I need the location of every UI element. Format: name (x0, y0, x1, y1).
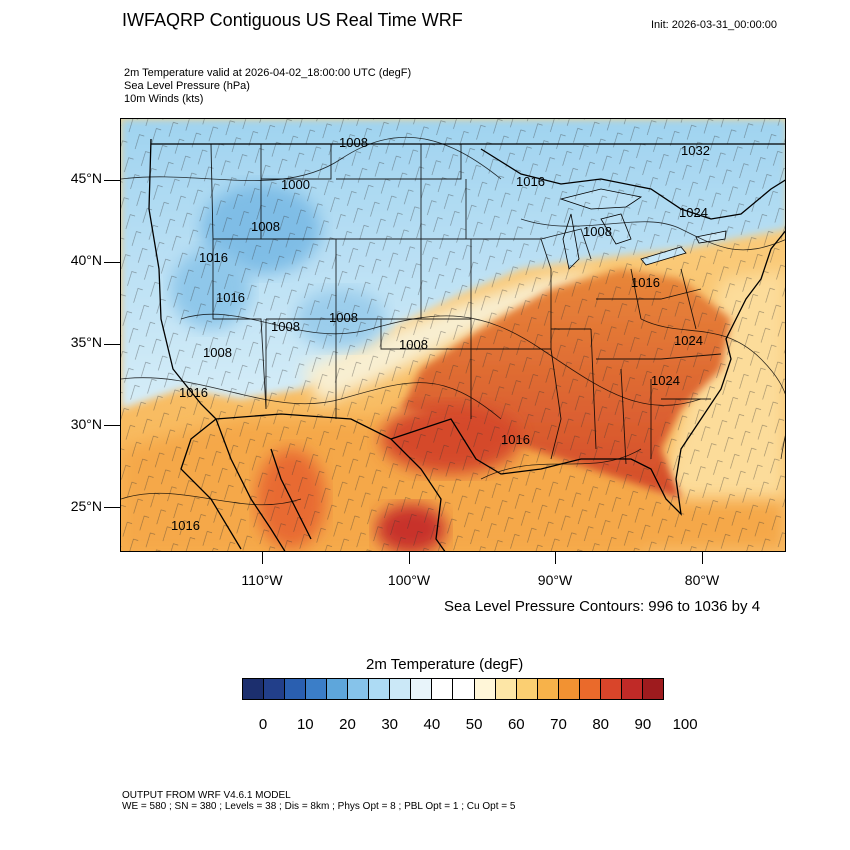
slp-contour-label: 1008 (251, 219, 280, 234)
lon-label-90w: 90°W (537, 572, 573, 588)
colorbar-segment (411, 679, 433, 699)
colorbar-tick-label: 30 (381, 716, 399, 733)
lat-tick (104, 425, 120, 426)
colorbar-tick-label: 80 (592, 716, 610, 733)
coastlines (148, 138, 785, 551)
lat-tick (104, 180, 120, 181)
subtitle-winds: 10m Winds (kts) (124, 93, 204, 105)
colorbar-segment (348, 679, 370, 699)
colorbar-tick-label: 50 (465, 716, 483, 733)
lon-label-100w: 100°W (387, 572, 431, 588)
colorbar-tick-label: 20 (339, 716, 356, 733)
colorbar-segment (474, 679, 496, 699)
init-time: Init: 2026-03-31_00:00:00 (651, 19, 777, 31)
slp-contour-label: 1008 (399, 337, 428, 352)
lon-tick (409, 552, 410, 564)
subtitle-pressure: Sea Level Pressure (hPa) (124, 80, 250, 92)
lon-label-110w: 110°W (241, 572, 283, 588)
slp-contour-label: 1008 (583, 224, 612, 239)
colorbar-title: 2m Temperature (degF) (366, 656, 524, 673)
colorbar-tick-label: 100 (672, 716, 698, 733)
contour-note: Sea Level Pressure Contours: 996 to 1036… (444, 598, 761, 615)
state-borders (210, 143, 722, 465)
colorbar-segment (306, 679, 328, 699)
slp-contour-label: 1016 (516, 174, 545, 189)
slp-label-group: 1008 1032 1000 1016 1008 1024 1016 1008 1016 1016… (171, 135, 710, 533)
wind-barbs (121, 119, 785, 551)
slp-contour-label: 1008 (329, 310, 358, 325)
colorbar-segment (642, 679, 663, 699)
map-panel: 1008 1032 1000 1016 1008 1024 1016 1008 1016 1016… (120, 118, 786, 552)
slp-contour-label: 1016 (199, 250, 228, 265)
slp-contour-label: 1016 (631, 275, 660, 290)
lat-label-45n: 45°N (70, 170, 102, 186)
colorbar-segment (516, 679, 538, 699)
colorbar-segment (600, 679, 622, 699)
colorbar-tick-label: 70 (550, 716, 567, 733)
colorbar-segment (453, 679, 475, 699)
colorbar-tick-label: 60 (507, 716, 525, 733)
colorbar-segment (390, 679, 412, 699)
slp-contour-label: 1024 (674, 333, 703, 348)
subtitle-temperature: 2m Temperature valid at 2026-04-02_18:00… (124, 67, 412, 79)
colorbar-segment (495, 679, 517, 699)
slp-contour-label: 1000 (281, 177, 310, 192)
lat-tick (104, 262, 120, 263)
colorbar-segment (369, 679, 391, 699)
lat-label-25n: 25°N (70, 498, 102, 514)
lat-label-30n: 30°N (70, 416, 102, 432)
colorbar-tick-label: 10 (296, 716, 314, 733)
lat-label-40n: 40°N (70, 252, 102, 268)
slp-contours (121, 136, 785, 506)
footer-config: WE = 580 ; SN = 380 ; Levels = 38 ; Dis … (122, 801, 516, 812)
slp-contour-label: 1008 (271, 319, 300, 334)
colorbar-tick-label: 0 (258, 716, 268, 733)
slp-contour-label: 1016 (179, 385, 208, 400)
plot-title: IWFAQRP Contiguous US Real Time WRF (122, 10, 463, 30)
slp-contour-label: 1024 (651, 373, 680, 388)
lon-tick (702, 552, 703, 564)
slp-contour-label: 1008 (203, 345, 232, 360)
colorbar-segment (579, 679, 601, 699)
colorbar-tick-label: 40 (423, 716, 441, 733)
colorbar-segment (264, 679, 286, 699)
lat-tick (104, 344, 120, 345)
temperature-colorbar (242, 678, 664, 700)
slp-contour-label: 1016 (501, 432, 530, 447)
lat-tick (104, 507, 120, 508)
slp-contour-label: 1016 (171, 518, 200, 533)
colorbar-segment (621, 679, 643, 699)
colorbar-segment (432, 679, 454, 699)
lon-tick (262, 552, 263, 564)
lon-tick (555, 552, 556, 564)
temperature-map: 1008 1032 1000 1016 1008 1024 1016 1008 1016 1016… (121, 119, 785, 551)
colorbar-tick-label: 90 (634, 716, 652, 733)
lat-label-35n: 35°N (70, 334, 102, 350)
colorbar-segment (537, 679, 559, 699)
footer-model: OUTPUT FROM WRF V4.6.1 MODEL (122, 790, 291, 801)
slp-contour-label: 1008 (339, 135, 368, 150)
slp-contour-label: 1032 (681, 143, 710, 158)
colorbar-segment (558, 679, 580, 699)
lon-label-80w: 80°W (684, 572, 720, 588)
slp-contour-label: 1024 (679, 205, 708, 220)
slp-contour-label: 1016 (216, 290, 245, 305)
colorbar-segment (285, 679, 307, 699)
colorbar-segment (327, 679, 349, 699)
colorbar-segment (243, 679, 265, 699)
